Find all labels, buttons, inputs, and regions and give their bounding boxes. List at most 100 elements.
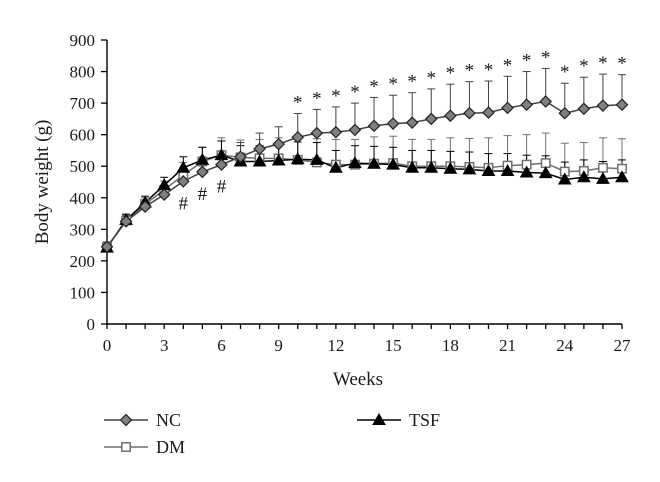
y-tick-label: 300 (70, 220, 96, 239)
nc-data-point (615, 98, 629, 112)
tsf-data-point (424, 160, 439, 173)
nc-data-point (157, 188, 171, 201)
tsf-data-point (481, 163, 496, 176)
y-tick-label: 100 (70, 283, 96, 302)
x-tick-label: 15 (385, 336, 402, 355)
y-ticks: 0 100 200 300 400 500 600 700 800 900 (70, 31, 107, 334)
tsf-data-point (443, 161, 458, 174)
asterisk-annotation: * (484, 60, 494, 81)
tsf-data-point (557, 172, 572, 185)
nc-data-point (596, 99, 610, 112)
x-ticks: 0 3 6 9 12 15 18 21 24 27 (103, 324, 631, 355)
y-axis-title: Body weight (g) (32, 120, 53, 245)
nc-data-point (539, 95, 553, 108)
nc-data-point (100, 240, 114, 254)
tsf-data-point (348, 156, 362, 169)
legend-tsf-marker (372, 412, 386, 425)
nc-data-point (272, 137, 286, 151)
y-tick-label: 700 (70, 94, 96, 113)
tsf-data-point (405, 160, 420, 173)
nc-data-point (367, 119, 381, 133)
nc-series-line (106, 100, 623, 248)
tsf-data-point (386, 157, 400, 170)
asterisk-annotation: * (465, 61, 475, 82)
nc-data-point (463, 106, 476, 120)
legend-tsf-label: TSF (409, 410, 440, 430)
tsf-data-point (538, 166, 553, 179)
legend-nc-label: NC (156, 410, 181, 430)
x-tick-label: 9 (274, 336, 283, 355)
nc-data-point (176, 175, 190, 188)
asterisk-annotation: * (331, 86, 341, 107)
y-tick-label: 500 (70, 157, 96, 176)
nc-data-point (196, 165, 209, 179)
legend-dm-marker (121, 442, 131, 452)
y-tick-label: 200 (70, 252, 96, 271)
nc-data-point (215, 158, 228, 171)
error-bars (103, 67, 626, 248)
y-tick-label: 0 (87, 315, 96, 334)
nc-data-point (291, 130, 305, 144)
x-tick-label: 21 (499, 336, 516, 355)
asterisk-annotation: * (598, 53, 608, 74)
tsf-data-point (176, 160, 191, 173)
tsf-data-point (329, 160, 343, 173)
legend: NC DM TSF (104, 410, 440, 457)
asterisk-annotation: * (446, 63, 456, 84)
asterisk-annotation: * (350, 82, 360, 103)
tsf-data-point (462, 162, 477, 175)
tsf-data-point (271, 153, 286, 166)
asterisk-annotation: * (560, 62, 570, 83)
y-tick-label: 600 (70, 126, 96, 145)
series-lines (106, 100, 623, 249)
tsf-data-point (596, 171, 610, 184)
y-tick-label: 400 (70, 189, 96, 208)
hash-annotation: # (198, 184, 208, 205)
asterisk-annotation: * (312, 88, 322, 109)
tsf-data-point (252, 154, 267, 167)
asterisk-annotation: * (617, 54, 627, 75)
x-tick-label: 18 (442, 336, 459, 355)
tsf-data-point (615, 170, 629, 183)
y-tick-label: 800 (70, 63, 96, 82)
asterisk-annotation: * (388, 74, 398, 95)
x-tick-label: 0 (103, 336, 112, 355)
asterisk-annotation: * (407, 72, 417, 93)
hash-annotation: # (217, 177, 227, 198)
tsf-data-point (290, 152, 305, 165)
nc-data-point (577, 102, 591, 116)
x-tick-label: 3 (160, 336, 169, 355)
series-markers (100, 95, 629, 254)
nc-data-point (234, 150, 247, 164)
nc-data-point (443, 109, 457, 123)
x-tick-label: 27 (614, 336, 632, 355)
nc-data-point (424, 112, 438, 126)
x-tick-label: 6 (217, 336, 226, 355)
nc-data-point (119, 215, 133, 228)
y-tick-label: 900 (70, 31, 96, 50)
nc-data-point (329, 125, 343, 139)
tsf-data-point (576, 170, 591, 183)
nc-data-point (405, 116, 419, 130)
x-tick-label: 24 (556, 336, 574, 355)
nc-data-point (482, 106, 495, 119)
nc-data-point (520, 98, 533, 112)
dm-data-point (540, 158, 551, 169)
dm-series-line (106, 154, 623, 248)
asterisk-annotation: * (427, 68, 437, 89)
tsf-series-line (106, 154, 623, 249)
significance-annotations: # # # * * * * * * * * * * * * * * * * * * (179, 47, 627, 214)
asterisk-annotation: * (369, 76, 379, 97)
nc-data-point (558, 106, 572, 120)
nc-data-point (310, 126, 324, 140)
nc-data-point (253, 142, 266, 156)
asterisk-annotation: * (579, 56, 589, 77)
dm-data-point (597, 162, 608, 173)
asterisk-annotation: * (541, 47, 551, 68)
tsf-data-point (367, 156, 381, 169)
tsf-data-point (195, 152, 210, 165)
nc-data-point (138, 200, 152, 213)
hash-annotation: # (179, 193, 189, 214)
asterisk-annotation: * (503, 55, 513, 76)
